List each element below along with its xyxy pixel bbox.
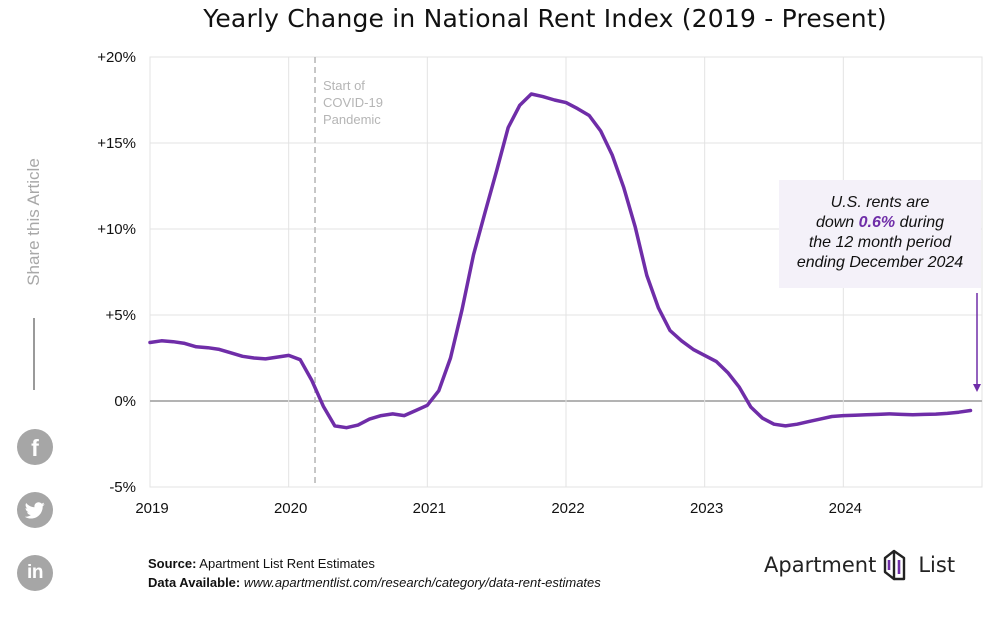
callout-line-4: ending December 2024 — [796, 254, 964, 271]
share-divider — [33, 318, 35, 390]
brand-name-left: Apartment — [764, 553, 877, 577]
twitter-icon — [25, 501, 45, 518]
covid-annotation-label: Pandemic — [323, 112, 381, 127]
x-tick-label: 2019 — [135, 500, 168, 517]
facebook-icon: f — [31, 434, 39, 461]
callout-value: 0.6% — [858, 214, 896, 231]
x-axis: 2019 2020 2021 2022 2023 2024 — [135, 500, 862, 517]
x-tick-label: 2021 — [413, 500, 446, 517]
brand-logo[interactable]: Apartment List — [764, 545, 955, 585]
series-layer — [148, 92, 973, 430]
apartment-list-logo-icon — [884, 549, 906, 581]
x-tick-label: 2023 — [690, 500, 723, 517]
x-tick-label: 2022 — [551, 500, 584, 517]
callout-line-1: U.S. rents are — [830, 194, 930, 211]
x-tick-label: 2024 — [829, 500, 862, 517]
brand-name-right: List — [918, 553, 956, 577]
linkedin-icon: in — [27, 562, 43, 583]
arrow-head — [973, 384, 981, 392]
footer: Source: Apartment List Rent Estimates Da… — [148, 554, 601, 592]
callout-box: U.S. rents are down 0.6% during the 12 m… — [779, 180, 981, 288]
series-line — [148, 92, 973, 430]
callout-line-2: down 0.6% during — [815, 214, 945, 231]
twitter-share-button[interactable] — [17, 492, 53, 528]
callout-line-3: the 12 month period — [808, 234, 952, 251]
y-axis: -5% 0% +5% +10% +15% +20% — [97, 49, 136, 496]
linkedin-share-button[interactable]: in — [17, 555, 53, 591]
covid-annotation-label: Start of — [323, 78, 365, 93]
x-tick-label: 2020 — [274, 500, 307, 517]
data-available-line: Data Available: www.apartmentlist.com/re… — [148, 575, 601, 590]
data-link[interactable]: www.apartmentlist.com/research/category/… — [240, 575, 601, 590]
grid — [149, 56, 983, 488]
y-tick-label: -5% — [109, 479, 136, 496]
y-tick-label: +20% — [97, 49, 136, 66]
covid-annotation-label: COVID-19 — [323, 95, 383, 110]
chart-title: Yearly Change in National Rent Index (20… — [203, 4, 887, 33]
y-tick-label: +5% — [106, 307, 136, 324]
source-line: Source: Apartment List Rent Estimates — [148, 556, 375, 571]
y-tick-label: 0% — [114, 393, 136, 410]
covid-annotation: Start of COVID-19 Pandemic — [314, 57, 383, 487]
facebook-share-button[interactable]: f — [17, 429, 53, 465]
callout-arrow — [973, 293, 981, 392]
y-tick-label: +10% — [97, 221, 136, 238]
y-tick-label: +15% — [97, 135, 136, 152]
